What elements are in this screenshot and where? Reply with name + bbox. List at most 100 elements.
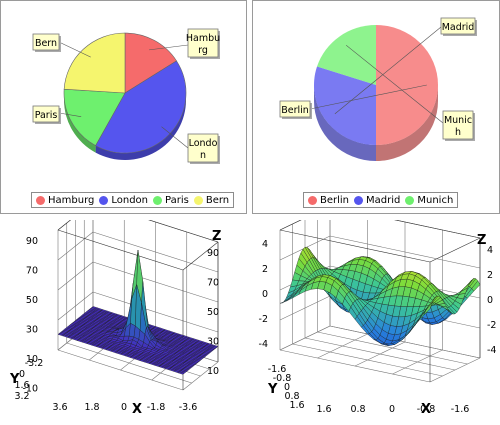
axis-tick-label: 0 [389,404,395,415]
legend-item: Berlin [308,195,349,206]
axis-tick-label: 0 [121,402,127,413]
box-gridline [429,357,481,383]
surface-1-mesh [57,250,219,375]
box-gridline [182,361,219,391]
legend-swatch [99,195,109,205]
pie-slice-side [95,93,186,160]
surface-2-zlabel: Z [477,233,486,248]
axis-tick-label: 4 [487,245,493,256]
axis-tick-label: -0.8 [273,373,292,384]
axis-tick-label: 0 [284,382,290,393]
legend-label: Berlin [320,194,350,206]
legend-item: Hamburg [36,195,94,206]
surface-2-axis-labels: Z Y X [267,233,486,417]
legend-item: Madrid [354,195,400,206]
box-gridline [394,220,481,239]
pie-label-box [32,33,60,51]
axis-tick-label: -2 [487,320,496,331]
pie-slice-label: Londo n [189,138,218,161]
pie-label-box [187,133,219,163]
axis-tick-label: 0 [262,289,268,300]
surface-1-axis-labels: Z Y X [9,229,221,417]
pie-slice-label: Bern [35,38,57,49]
surface-2-ylabel: Y [267,382,278,397]
pie-chart-1-legend: Hamburg London Paris Bern [31,192,235,208]
legend-item: London [99,195,148,206]
pie-leader-line [345,44,444,124]
pie-chart-2-plot: Berlin Madrid Munic h [279,17,477,161]
axis-tick-label: 10 [26,354,38,365]
surface-chart-peak: 3.6 1.8 0 -1.8 -3.6-3.201.63.29070503010-109… [9,220,221,417]
axis-tick-label: 1.6 [316,404,331,415]
axis-tick-label: 30 [207,337,219,348]
axis-tick-label: 2 [262,264,268,275]
pie-leader-line [149,44,189,51]
surface-cell [177,371,185,375]
pie-slice-side [63,93,96,153]
box-gridline [392,349,443,375]
axis-tick-label: -10 [22,384,38,395]
box-gridline [429,237,481,263]
box-gridline [57,261,94,291]
axis-tick-label: 3.6 [52,402,67,413]
pie-slice [376,25,438,145]
pie-label-box [187,28,219,58]
axis-tick-label: 90 [207,248,219,259]
legend-label: London [111,194,149,206]
pie-label-box [442,110,474,140]
pie-chart-german-cities: Berlin Madrid Munic h Berlin Madrid Munich [252,0,500,214]
pie-leader-line [309,84,427,110]
pie-slice-label: Munic h [444,115,472,138]
surface-2-box: 1.6 0.8 0 -0.8 -1.6-1.6-0.800.81.6420-2-4420… [259,220,496,415]
pie-slice [95,60,187,154]
axis-tick-label: 1.8 [84,402,99,413]
surface-cell [423,302,433,316]
box-gridline [329,235,481,269]
pie-slice-label: Madrid [442,22,475,33]
box-gridline [182,241,219,271]
pie-slice [63,32,126,94]
axis-tick-label: 0 [19,369,25,380]
pie-label-box [440,17,476,35]
axis-tick-label: 1.6 [289,400,304,411]
legend-label: Paris [165,194,189,206]
axis-tick-label: -0.8 [417,404,436,415]
legend-label: Bern [205,194,230,206]
legend-item: Paris [153,195,189,206]
axis-tick-label: 3.2 [14,391,29,402]
pie-slice-label: Hambu rg [186,33,220,56]
axis-tick-label: 0 [487,295,493,306]
legend-swatch [308,195,317,205]
axis-tick-label: 4 [262,239,268,250]
axis-tick-label: -1.8 [147,402,166,413]
pie-slice [317,25,376,85]
legend-item: Munich [405,195,453,206]
box-gridline [317,331,468,365]
box-gridline [57,229,184,271]
surface-2-mesh [279,246,481,346]
surface-chart-saddle: 1.6 0.8 0 -0.8 -1.6-1.6-0.800.81.6420-2-4420… [259,220,496,417]
legend-swatch [405,195,415,205]
axis-tick-label: -1.6 [451,404,470,415]
axis-tick-label: 70 [207,278,219,289]
pie-chart-2-legend: Berlin Madrid Munich [303,192,459,208]
pie-slice-label: Paris [35,110,58,121]
surface-1-xlabel: X [132,402,142,417]
surface-1-zlabel: Z [212,229,221,244]
box-gridline [279,229,431,263]
axis-tick-label: -4 [487,345,496,356]
axis-tick-label: 30 [26,325,38,336]
box-gridline [329,325,481,359]
pie-slice [63,88,126,146]
pie-slice-side [376,85,438,161]
pie-leader-line [334,26,442,115]
axis-tick-label: -2 [259,314,268,325]
axis-tick-label: 0.8 [350,404,365,415]
axis-tick-label: 90 [26,236,38,247]
axis-tick-label: -1.6 [268,364,287,375]
pie-label-box [279,100,311,118]
surface-1-ylabel: Y [9,372,20,387]
axis-tick-label: 1.6 [14,380,29,391]
box-gridline [148,220,219,243]
box-gridline [279,220,302,231]
